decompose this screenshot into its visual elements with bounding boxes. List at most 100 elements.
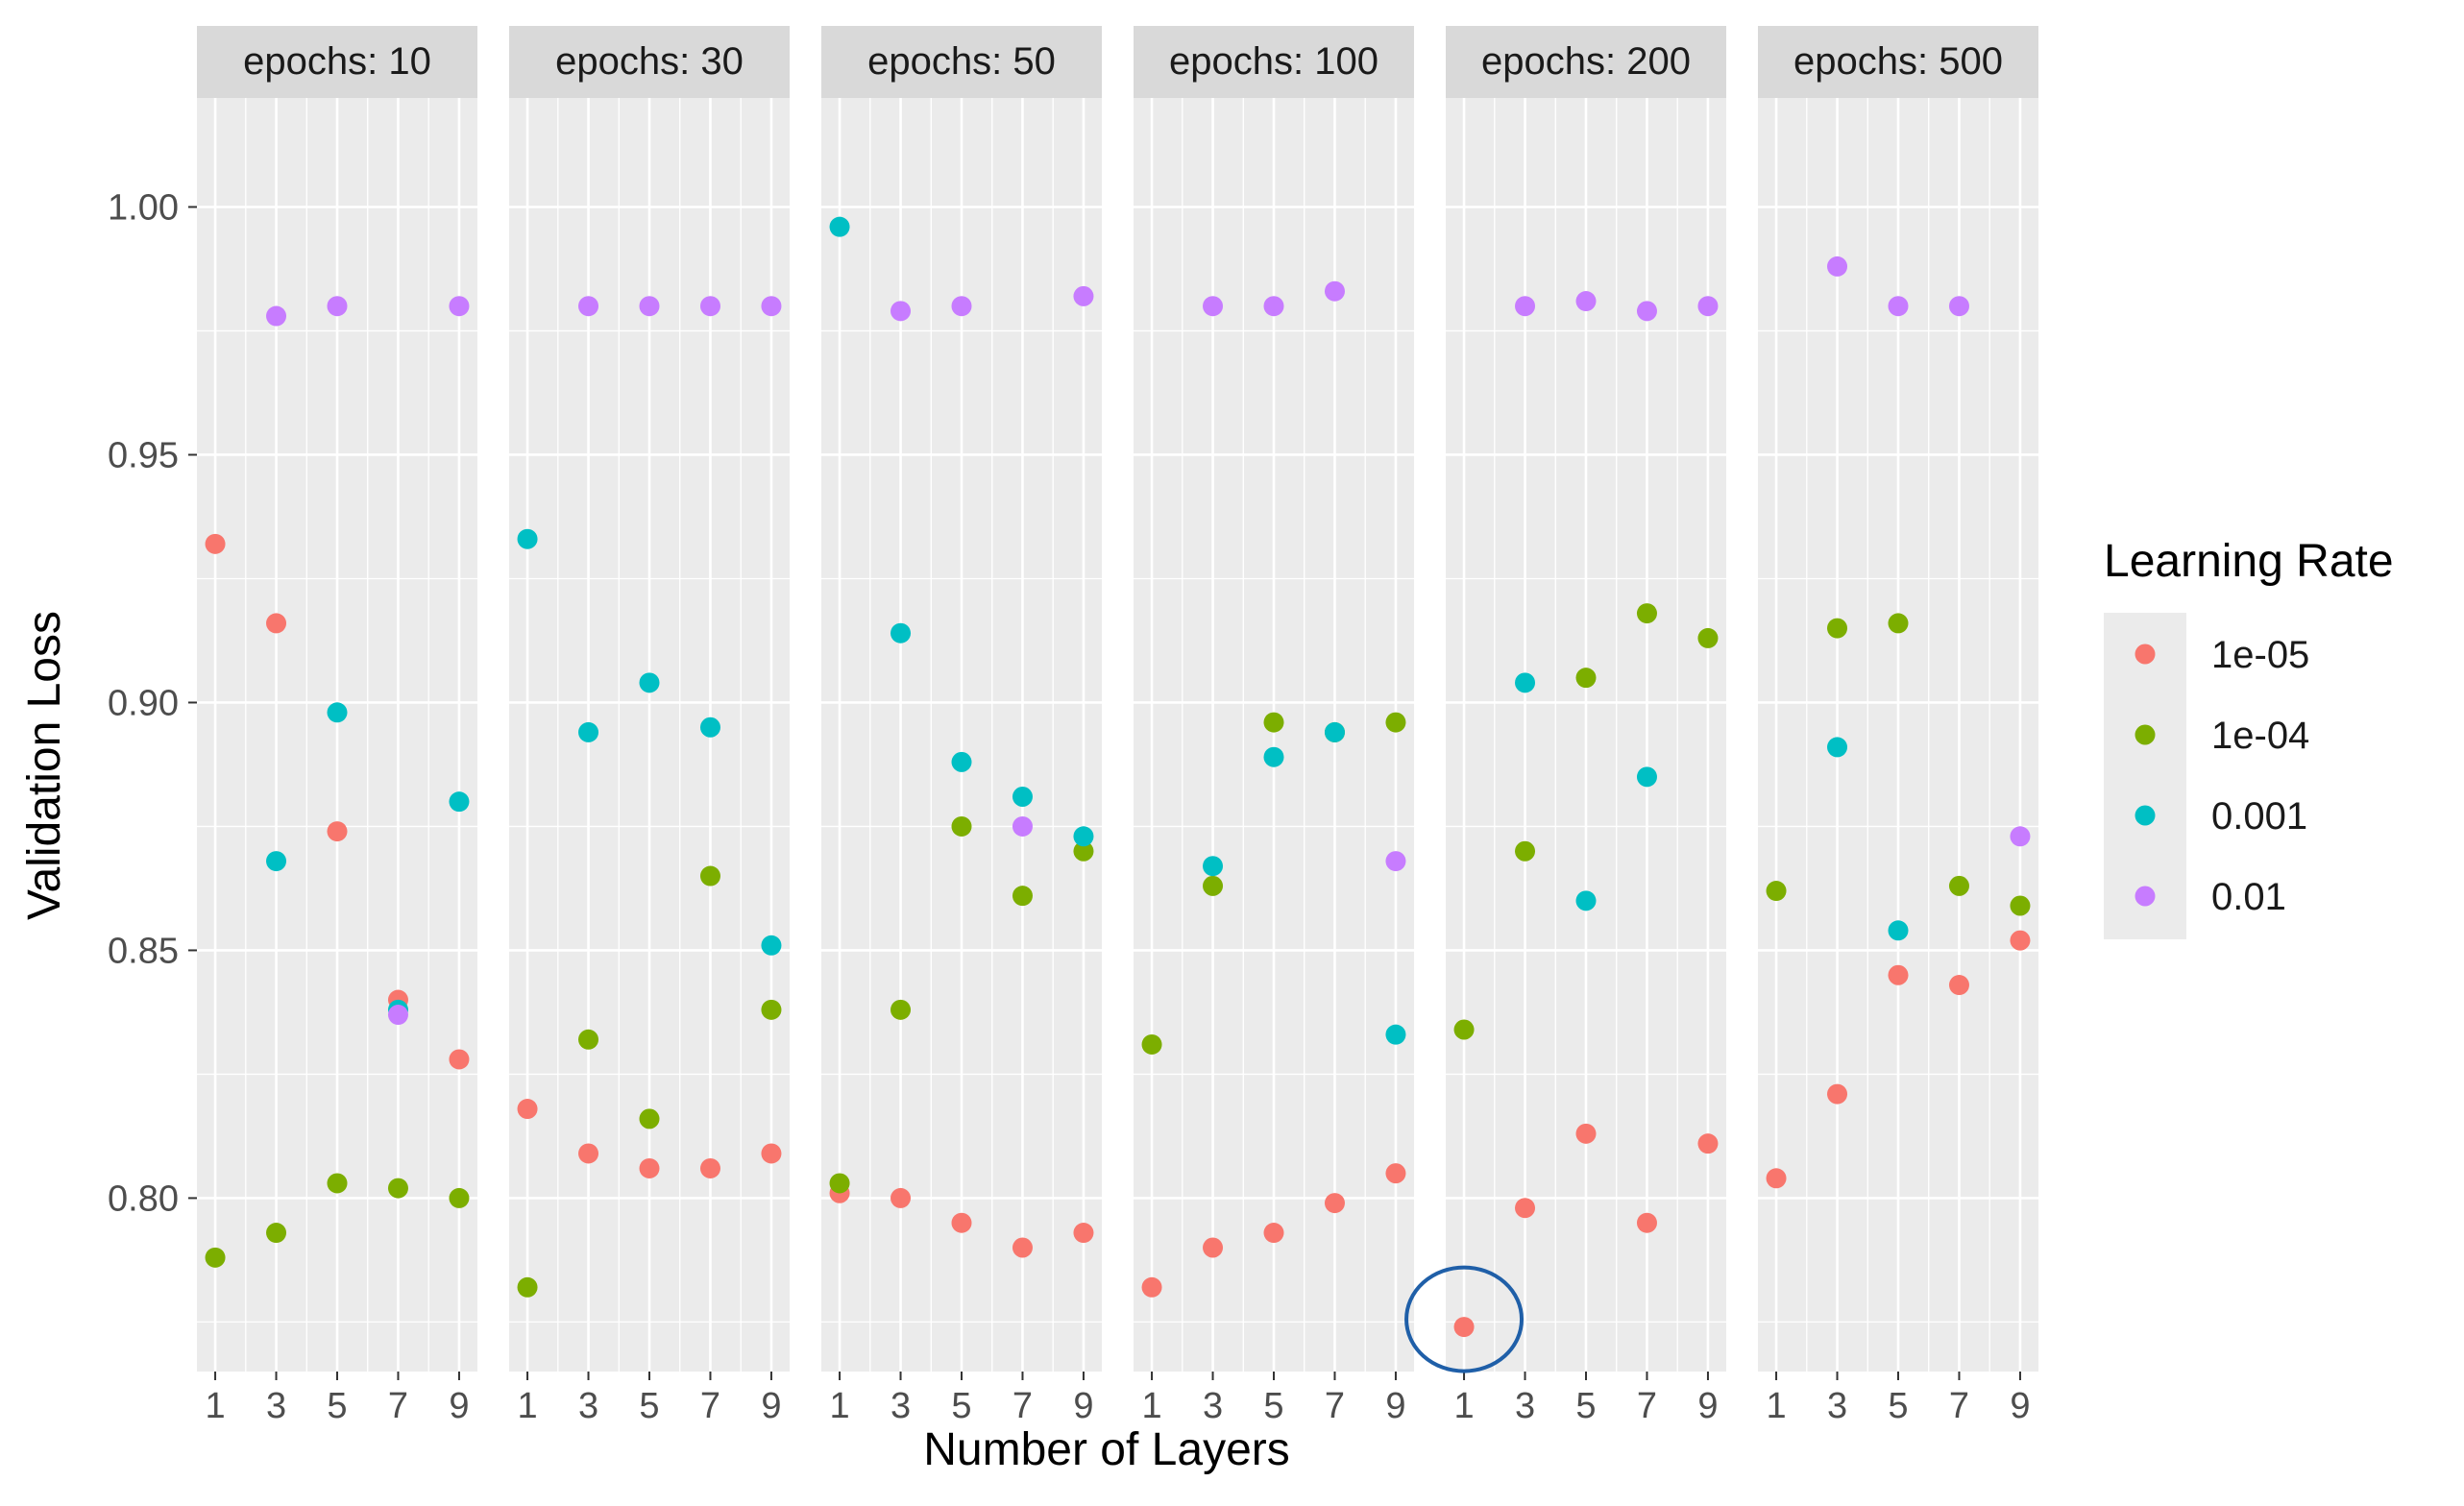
data-point <box>1697 296 1719 317</box>
data-point <box>1453 1317 1475 1338</box>
data-point <box>761 999 782 1020</box>
facet-panel: epochs: 10 1 3 5 7 9 <box>197 26 477 1426</box>
x-tick-label: 7 <box>388 1386 408 1426</box>
legend: Learning Rate 1e-05 1e-04 0.001 0.01 <box>2104 536 2394 939</box>
data-point <box>1515 672 1536 693</box>
facet-panel: epochs: 200 1 3 5 7 9 <box>1404 26 1726 1426</box>
data-point <box>951 815 972 837</box>
data-point <box>387 1005 408 1026</box>
data-point <box>1385 851 1406 872</box>
legend-label: 0.001 <box>2211 795 2307 838</box>
data-point <box>1141 1276 1162 1298</box>
data-point <box>1575 291 1597 312</box>
data-point <box>1263 1223 1284 1244</box>
data-point <box>1385 712 1406 733</box>
data-point <box>1141 1033 1162 1055</box>
x-tick-label: 3 <box>1827 1386 1847 1426</box>
data-point <box>1888 920 1909 941</box>
x-tick-label: 9 <box>1697 1386 1718 1426</box>
data-point <box>1263 296 1284 317</box>
data-point <box>517 1276 538 1298</box>
y-tick-label: 0.90 <box>108 683 179 723</box>
data-point <box>1636 766 1657 788</box>
data-point <box>1324 1193 1345 1214</box>
legend-key <box>2135 724 2156 745</box>
data-point <box>1073 840 1094 862</box>
data-point <box>639 672 660 693</box>
data-point <box>1012 886 1033 907</box>
data-point <box>1888 296 1909 317</box>
x-tick-label: 3 <box>890 1386 911 1426</box>
data-point <box>327 296 348 317</box>
axes-layer: Number of Layers Validation Loss 0.80 0.8… <box>19 188 1290 1475</box>
data-point <box>327 702 348 723</box>
data-point <box>2010 895 2031 916</box>
data-point <box>890 301 912 322</box>
data-point <box>1012 1237 1033 1258</box>
x-tick-label: 1 <box>1141 1386 1161 1426</box>
y-axis-title: Validation Loss <box>19 611 70 920</box>
data-point <box>761 935 782 956</box>
y-tick-label: 0.80 <box>108 1178 179 1219</box>
x-tick-label: 5 <box>1575 1386 1596 1426</box>
data-point <box>266 305 287 327</box>
legend-key <box>2135 886 2156 907</box>
data-point <box>1636 1212 1657 1233</box>
x-tick-label: 7 <box>1949 1386 1969 1426</box>
x-tick-label: 9 <box>1073 1386 1093 1426</box>
data-point <box>578 1143 599 1164</box>
y-tick-label: 1.00 <box>108 188 179 229</box>
data-point <box>578 721 599 742</box>
facet-strip-label: epochs: 100 <box>1169 40 1378 83</box>
data-point <box>699 717 720 738</box>
data-point <box>639 1157 660 1178</box>
data-point <box>1203 856 1224 877</box>
data-point <box>1324 721 1345 742</box>
data-point <box>761 296 782 317</box>
data-point <box>1575 1123 1597 1144</box>
data-point <box>1948 296 1969 317</box>
data-point <box>266 851 287 872</box>
x-tick-label: 9 <box>449 1386 469 1426</box>
data-point <box>1948 875 1969 896</box>
facet-strip-label: epochs: 30 <box>555 40 744 83</box>
data-point <box>1827 1083 1848 1105</box>
data-point <box>1453 1019 1475 1040</box>
facet-strip <box>1758 26 2038 98</box>
facet-strip-label: epochs: 50 <box>867 40 1056 83</box>
legend-label: 1e-05 <box>2211 634 2309 676</box>
x-tick-label: 1 <box>205 1386 225 1426</box>
x-tick-label: 1 <box>517 1386 537 1426</box>
data-point <box>1636 603 1657 624</box>
data-point <box>1385 1024 1406 1045</box>
data-point <box>951 296 972 317</box>
highlight-circle <box>1404 1265 1525 1373</box>
data-point <box>205 533 226 554</box>
facet-strip-label: epochs: 200 <box>1481 40 1691 83</box>
data-point <box>699 296 720 317</box>
y-tick-label: 0.95 <box>108 435 179 475</box>
data-point <box>1827 255 1848 277</box>
data-point <box>517 528 538 549</box>
data-point <box>2010 930 2031 951</box>
x-tick-label: 9 <box>2010 1386 2030 1426</box>
data-point <box>1203 875 1224 896</box>
facet-panel: epochs: 50 1 3 5 7 9 <box>821 26 1102 1426</box>
data-point <box>951 1212 972 1233</box>
legend-label: 1e-04 <box>2211 715 2309 757</box>
data-point <box>578 296 599 317</box>
x-tick-label: 3 <box>266 1386 286 1426</box>
x-tick-label: 5 <box>1888 1386 1908 1426</box>
facet-strip-label: epochs: 10 <box>243 40 431 83</box>
data-point <box>951 751 972 772</box>
data-point <box>449 1049 470 1070</box>
data-point <box>1697 1133 1719 1154</box>
facet-strip <box>509 26 790 98</box>
legend-key <box>2135 805 2156 826</box>
x-tick-label: 5 <box>327 1386 347 1426</box>
data-point <box>517 1099 538 1120</box>
data-point <box>1575 890 1597 911</box>
data-point <box>1073 1223 1094 1244</box>
